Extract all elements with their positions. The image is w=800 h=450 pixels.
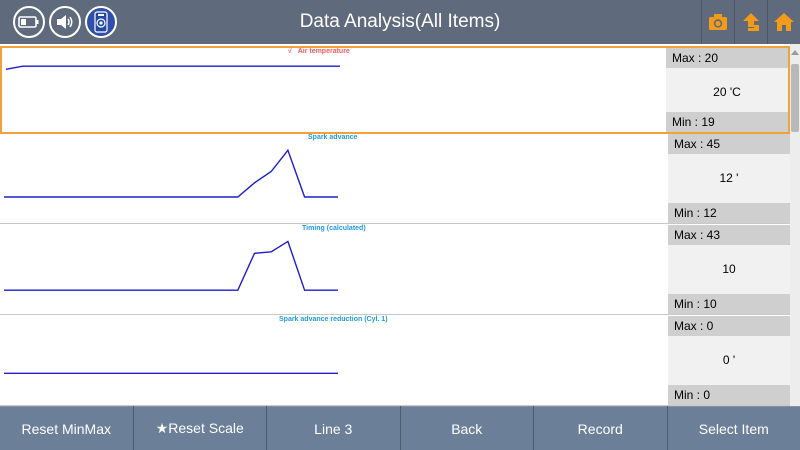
data-list: √ Air temperature Max : 20 20 'C Min : 1… xyxy=(0,44,800,406)
vci-device-icon xyxy=(94,11,108,33)
data-row-air-temperature[interactable]: √ Air temperature Max : 20 20 'C Min : 1… xyxy=(0,46,790,134)
value-panel: Max : 43 10 Min : 10 xyxy=(668,225,790,314)
chart-area: Timing (calculated) xyxy=(0,225,666,314)
data-row-timing-calculated[interactable]: Timing (calculated) Max : 43 10 Min : 10 xyxy=(0,225,790,315)
line-chart-timing xyxy=(4,240,338,291)
series-line xyxy=(4,240,338,291)
chart-area: Spark advance xyxy=(0,134,666,223)
back-button[interactable]: Back xyxy=(400,406,533,450)
reset-minmax-button[interactable]: Reset MinMax xyxy=(0,406,133,450)
reset-scale-button[interactable]: ★Reset Scale xyxy=(133,406,266,450)
chart-title: Spark advance reduction (Cyl. 1) xyxy=(279,316,388,323)
current-value: 0 ' xyxy=(722,353,736,367)
value-panel: Max : 45 12 ' Min : 12 xyxy=(668,134,790,223)
data-row-spark-advance[interactable]: Spark advance Max : 45 12 ' Min : 12 xyxy=(0,134,790,224)
current-value: 10 xyxy=(722,262,736,276)
select-item-button[interactable]: Select Item xyxy=(667,406,800,450)
back-nav-button[interactable] xyxy=(734,0,767,44)
camera-icon xyxy=(709,14,727,30)
home-icon xyxy=(774,13,794,31)
line-chart-spark-advance xyxy=(4,148,338,198)
chart-area: √ Air temperature xyxy=(2,48,668,132)
checkmark-icon: √ xyxy=(288,48,292,55)
data-row-spark-advance-reduction[interactable]: Spark advance reduction (Cyl. 1) Max : 0… xyxy=(0,316,790,406)
series-line xyxy=(5,65,340,70)
max-value: Max : 45 xyxy=(668,134,790,154)
sound-button[interactable] xyxy=(49,6,81,38)
record-button[interactable]: Record xyxy=(534,406,667,450)
back-arrow-icon xyxy=(743,13,759,31)
scroll-up-arrow-icon[interactable] xyxy=(791,50,799,55)
page-title: Data Analysis(All Items) xyxy=(299,11,501,32)
chart-title: Timing (calculated) xyxy=(302,225,366,232)
line-count-button[interactable]: Line 3 xyxy=(267,406,400,450)
max-value: Max : 20 xyxy=(666,48,788,68)
bottom-toolbar: Reset MinMax ★Reset Scale Line 3 Back Re… xyxy=(0,406,800,450)
screenshot-button[interactable] xyxy=(701,0,734,44)
scrollbar[interactable] xyxy=(790,44,800,406)
speaker-icon xyxy=(57,15,73,29)
current-value: 12 ' xyxy=(719,171,739,185)
min-value: Min : 19 xyxy=(666,112,788,132)
header-bar: Data Analysis(All Items) xyxy=(0,0,800,44)
chart-title: √ Air temperature xyxy=(288,48,350,55)
current-value: 20 'C xyxy=(713,85,741,99)
series-line xyxy=(4,148,338,198)
value-panel: Max : 20 20 'C Min : 19 xyxy=(666,48,788,132)
max-value: Max : 0 xyxy=(668,316,790,336)
chart-area: Spark advance reduction (Cyl. 1) xyxy=(0,316,666,405)
min-value: Min : 0 xyxy=(668,385,790,405)
battery-icon xyxy=(18,16,39,28)
line-chart-spark-advance-reduction xyxy=(4,372,338,374)
scrollbar-thumb[interactable] xyxy=(791,64,799,132)
battery-button[interactable] xyxy=(13,6,45,38)
vci-button[interactable] xyxy=(85,6,117,38)
min-value: Min : 10 xyxy=(668,294,790,314)
max-value: Max : 43 xyxy=(668,225,790,245)
value-panel: Max : 0 0 ' Min : 0 xyxy=(668,316,790,405)
chart-title: Spark advance xyxy=(308,134,358,141)
line-chart-air-temperature xyxy=(5,65,340,70)
min-value: Min : 12 xyxy=(668,203,790,223)
home-button[interactable] xyxy=(767,0,800,44)
